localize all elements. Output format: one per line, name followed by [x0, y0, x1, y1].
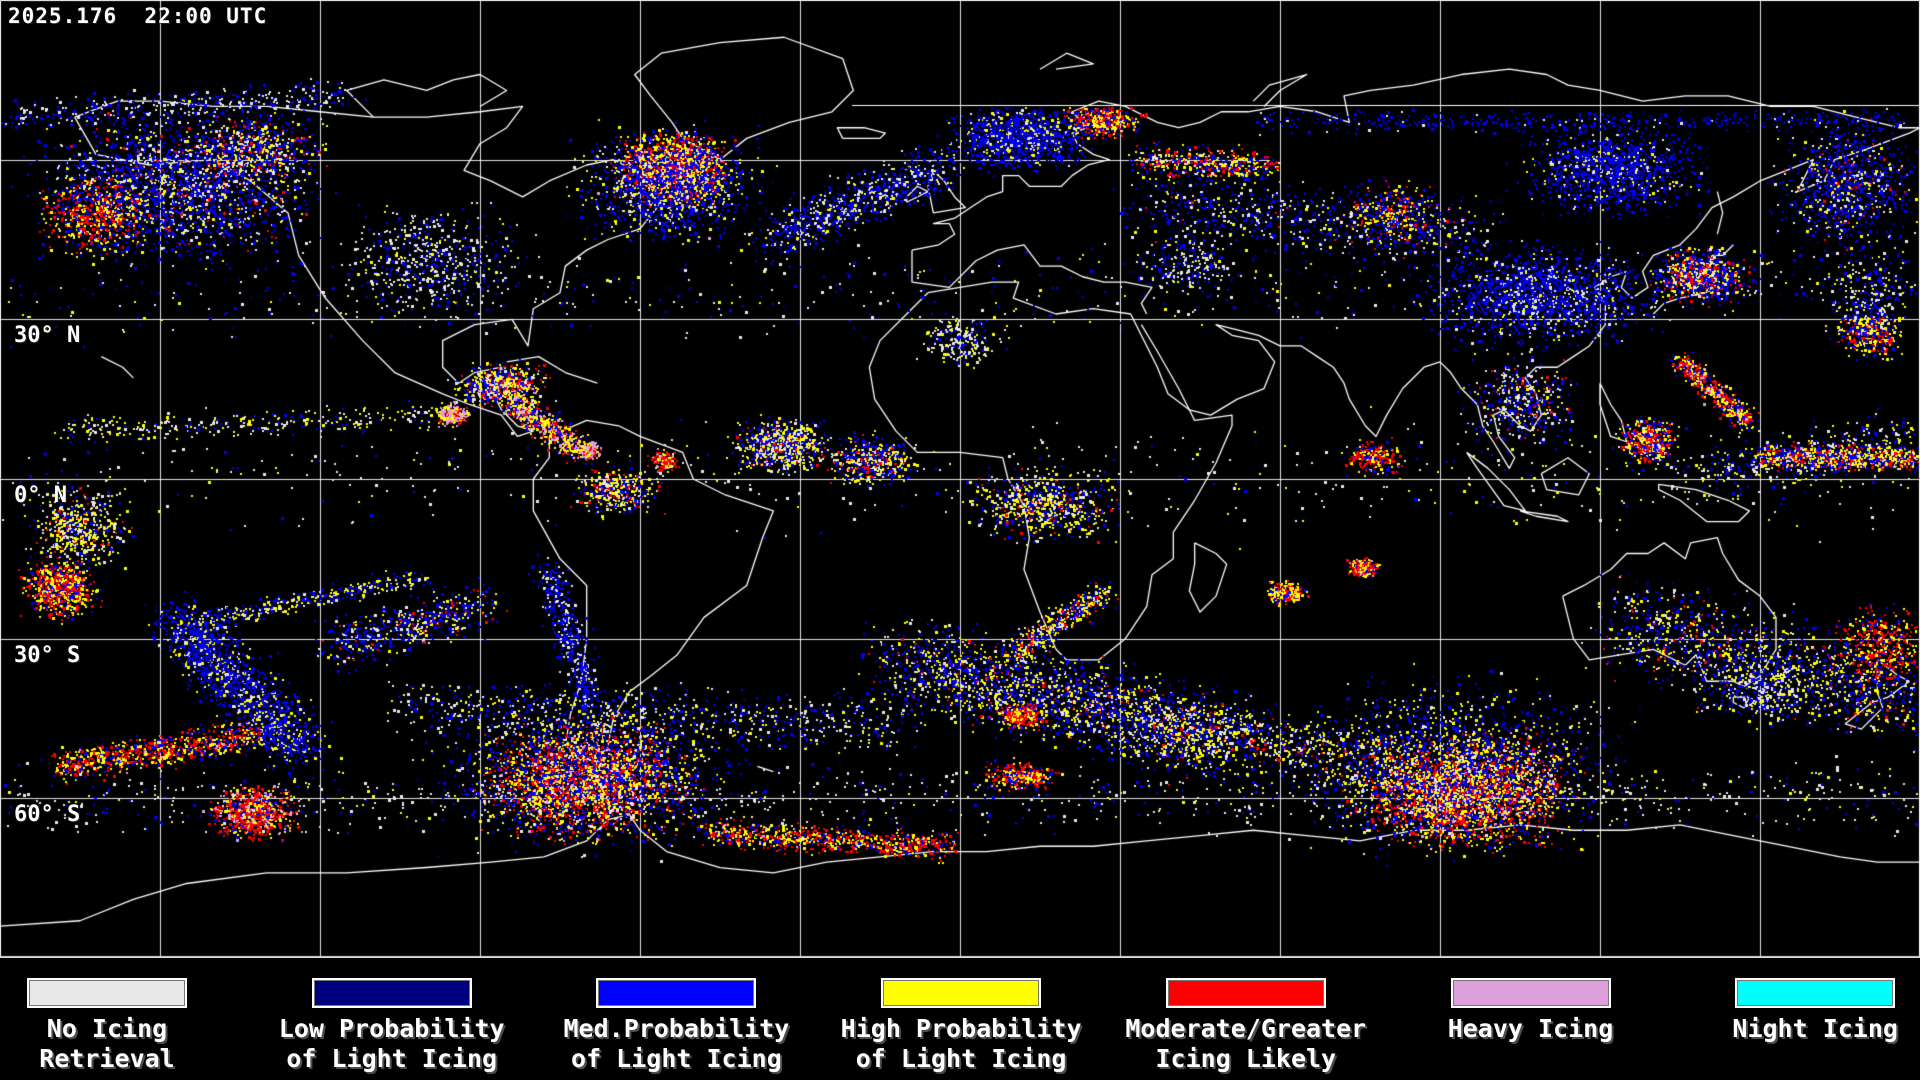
- lat-label-30n: 30° N: [14, 323, 81, 348]
- legend-swatch-no-icing: [27, 978, 187, 1008]
- legend-swatch-moderate-greater: [1165, 978, 1326, 1008]
- legend-swatch-low-probability: [311, 978, 472, 1008]
- legend-swatch-night-icing: [1735, 978, 1896, 1008]
- legend-label-med-probability: Med.Probability of Light Icing: [563, 1014, 790, 1073]
- legend-item-no-icing: No Icing Retrieval: [27, 978, 187, 1073]
- legend-bar: No Icing Retrieval Low Probability of Ligh…: [0, 958, 1920, 1080]
- legend-label-high-probability: High Probability of Light Icing: [840, 1014, 1082, 1073]
- lat-label-60s: 60° S: [14, 802, 81, 827]
- legend-label-heavy-icing: Heavy Icing: [1447, 1014, 1614, 1043]
- legend-label-low-probability: Low Probability of Light Icing: [278, 1014, 505, 1073]
- legend-item-heavy-icing: Heavy Icing: [1448, 978, 1613, 1043]
- legend-swatch-high-probability: [881, 978, 1042, 1008]
- legend-label-no-icing: No Icing Retrieval: [39, 1014, 175, 1073]
- legend-item-moderate-greater: Moderate/Greater Icing Likely: [1125, 978, 1366, 1073]
- legend-item-high-probability: High Probability of Light Icing: [841, 978, 1082, 1073]
- legend-item-night-icing: Night Icing: [1732, 978, 1898, 1043]
- icing-map-canvas: [0, 0, 1920, 958]
- timestamp-label: 2025.176 22:00 UTC: [8, 4, 268, 28]
- legend-swatch-med-probability: [596, 978, 757, 1008]
- legend-label-night-icing: Night Icing: [1732, 1014, 1898, 1043]
- lat-label-30s: 30° S: [14, 643, 81, 668]
- legend-item-med-probability: Med.Probability of Light Icing: [564, 978, 789, 1073]
- legend-item-low-probability: Low Probability of Light Icing: [279, 978, 505, 1073]
- legend-swatch-heavy-icing: [1450, 978, 1611, 1008]
- lat-label-0n: 0° N: [14, 483, 67, 508]
- legend-label-moderate-greater: Moderate/Greater Icing Likely: [1125, 1014, 1367, 1073]
